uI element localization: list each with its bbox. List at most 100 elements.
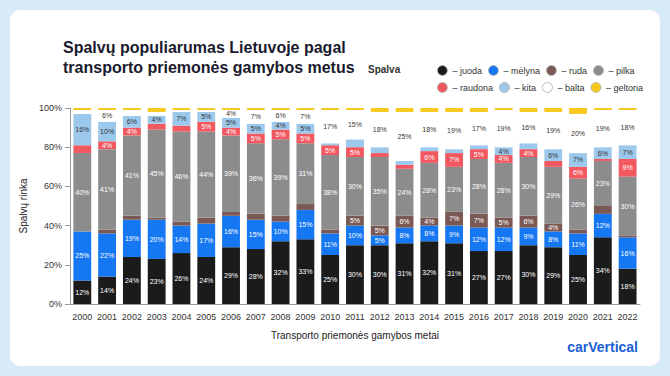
svg-text:4%: 4%	[424, 218, 434, 225]
svg-text:– juoda: – juoda	[452, 66, 482, 76]
svg-text:39%: 39%	[274, 174, 288, 181]
svg-text:36%: 36%	[249, 175, 263, 182]
svg-text:2017: 2017	[494, 312, 514, 322]
svg-text:2001: 2001	[97, 312, 117, 322]
svg-text:9%: 9%	[449, 231, 459, 238]
svg-text:39%: 39%	[224, 170, 238, 177]
svg-text:2007: 2007	[246, 312, 266, 322]
svg-text:14%: 14%	[100, 287, 114, 294]
svg-text:9%: 9%	[623, 164, 633, 171]
svg-text:2000: 2000	[72, 312, 92, 322]
svg-text:5%: 5%	[276, 131, 286, 138]
svg-text:23%: 23%	[596, 180, 610, 187]
svg-text:46%: 46%	[174, 173, 188, 180]
svg-text:– geltona: – geltona	[606, 83, 643, 93]
svg-text:4%: 4%	[102, 142, 112, 149]
svg-text:44%: 44%	[199, 171, 213, 178]
svg-text:16%: 16%	[521, 124, 535, 131]
svg-text:6%: 6%	[548, 152, 558, 159]
svg-text:19%: 19%	[596, 125, 610, 132]
svg-text:2008: 2008	[271, 312, 291, 322]
svg-text:26%: 26%	[174, 275, 188, 282]
svg-text:2011: 2011	[345, 312, 364, 322]
svg-text:4%: 4%	[499, 155, 509, 162]
svg-text:30%: 30%	[621, 203, 635, 210]
svg-text:2006: 2006	[221, 312, 241, 322]
svg-text:2005: 2005	[196, 312, 216, 322]
svg-text:7%: 7%	[251, 113, 261, 120]
svg-text:25%: 25%	[398, 133, 412, 140]
svg-text:41%: 41%	[125, 172, 139, 179]
svg-text:2004: 2004	[171, 312, 191, 322]
svg-text:2015: 2015	[444, 312, 464, 322]
svg-text:2009: 2009	[295, 312, 315, 322]
svg-text:19%: 19%	[125, 235, 139, 242]
svg-text:41%: 41%	[100, 186, 114, 193]
svg-text:5%: 5%	[375, 237, 385, 244]
svg-text:2003: 2003	[147, 312, 167, 322]
svg-text:12%: 12%	[75, 289, 89, 296]
svg-text:6%: 6%	[399, 218, 409, 225]
svg-text:27%: 27%	[472, 274, 486, 281]
svg-text:4%: 4%	[127, 128, 137, 135]
svg-text:19%: 19%	[497, 125, 511, 132]
svg-text:2013: 2013	[395, 312, 415, 322]
svg-text:20%: 20%	[150, 236, 164, 243]
svg-text:10%: 10%	[274, 228, 288, 235]
svg-text:12%: 12%	[472, 236, 486, 243]
svg-text:100%: 100%	[39, 103, 62, 113]
svg-text:32%: 32%	[274, 269, 288, 276]
svg-text:2020: 2020	[568, 312, 588, 322]
svg-text:5%: 5%	[300, 135, 310, 142]
svg-text:4%: 4%	[523, 150, 533, 157]
svg-text:15%: 15%	[249, 231, 263, 238]
svg-text:18%: 18%	[373, 126, 387, 133]
svg-text:16%: 16%	[75, 126, 89, 133]
svg-text:22%: 22%	[100, 252, 114, 259]
svg-text:6%: 6%	[127, 118, 137, 125]
svg-text:28%: 28%	[249, 273, 263, 280]
svg-text:5%: 5%	[325, 147, 335, 154]
svg-text:30%: 30%	[348, 183, 362, 190]
svg-text:6%: 6%	[523, 218, 533, 225]
svg-text:carVertical: carVertical	[567, 339, 638, 355]
svg-text:27%: 27%	[497, 274, 511, 281]
svg-text:32%: 32%	[422, 269, 436, 276]
svg-text:15%: 15%	[348, 121, 362, 128]
svg-text:6%: 6%	[102, 112, 112, 119]
svg-text:28%: 28%	[472, 183, 486, 190]
svg-text:18%: 18%	[621, 124, 635, 131]
svg-text:2019: 2019	[543, 312, 563, 322]
svg-text:– mėlyna: – mėlyna	[503, 66, 540, 76]
svg-text:12%: 12%	[497, 236, 511, 243]
svg-text:16%: 16%	[224, 228, 238, 235]
svg-text:29%: 29%	[224, 272, 238, 279]
svg-text:18%: 18%	[422, 126, 436, 133]
svg-text:4%: 4%	[226, 110, 236, 117]
svg-text:14%: 14%	[174, 236, 188, 243]
svg-text:45%: 45%	[150, 170, 164, 177]
svg-text:10%: 10%	[348, 232, 362, 239]
svg-text:17%: 17%	[323, 123, 337, 130]
svg-text:29%: 29%	[546, 192, 560, 199]
svg-text:7%: 7%	[300, 113, 310, 120]
svg-text:5%: 5%	[375, 227, 385, 234]
svg-text:Spalvų rinka: Spalvų rinka	[18, 178, 29, 233]
svg-text:33%: 33%	[298, 268, 312, 275]
svg-text:24%: 24%	[125, 277, 139, 284]
svg-text:4%: 4%	[276, 122, 286, 129]
svg-text:7%: 7%	[474, 217, 484, 224]
svg-text:2022: 2022	[618, 312, 638, 322]
svg-text:40%: 40%	[44, 221, 62, 231]
svg-text:20%: 20%	[571, 130, 585, 137]
svg-text:4%: 4%	[499, 148, 509, 155]
svg-text:20%: 20%	[44, 260, 62, 270]
svg-text:5%: 5%	[201, 123, 211, 130]
svg-text:9%: 9%	[523, 233, 533, 240]
svg-text:5%: 5%	[251, 125, 261, 132]
svg-text:24%: 24%	[199, 277, 213, 284]
svg-text:30%: 30%	[373, 271, 387, 278]
svg-text:– balta: – balta	[557, 83, 584, 93]
svg-text:38%: 38%	[323, 189, 337, 196]
svg-text:11%: 11%	[323, 241, 337, 248]
